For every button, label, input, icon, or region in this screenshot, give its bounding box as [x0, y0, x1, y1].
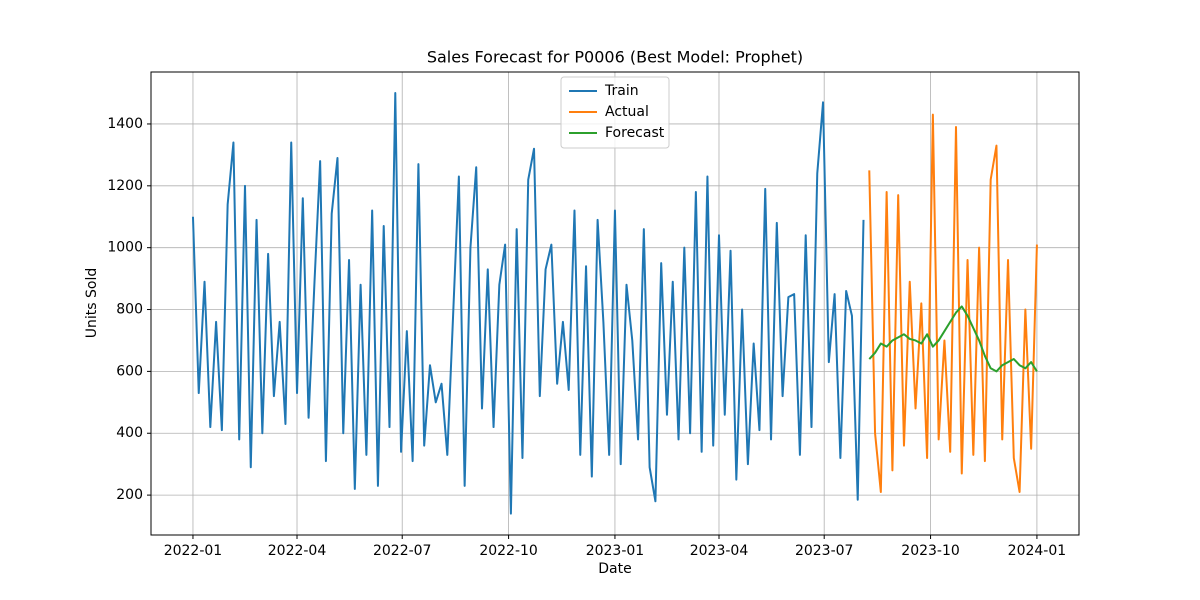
x-tick-label: 2024-01 [1008, 543, 1067, 559]
y-tick-label: 1000 [107, 240, 143, 256]
chart-title: Sales Forecast for P0006 (Best Model: Pr… [427, 48, 803, 67]
y-tick-label: 600 [116, 363, 143, 379]
x-tick-label: 2023-10 [901, 543, 960, 559]
legend-label: Train [604, 83, 639, 99]
line-series [191, 92, 865, 515]
y-tick-label: 400 [116, 425, 143, 441]
x-tick-label: 2022-01 [164, 543, 223, 559]
x-tick-label: 2022-07 [373, 543, 432, 559]
y-axis-label: Units Sold [84, 268, 100, 338]
y-tick-label: 1200 [107, 178, 143, 194]
y-tick-label: 800 [116, 302, 143, 318]
legend-label: Forecast [605, 125, 665, 141]
x-axis-label: Date [598, 561, 631, 577]
x-tick-label: 2023-07 [795, 543, 854, 559]
legend-label: Actual [605, 104, 649, 120]
x-tick-label: 2023-04 [690, 543, 749, 559]
line-series [868, 113, 1038, 494]
x-tick-label: 2022-04 [268, 543, 327, 559]
x-tick-label: 2023-01 [586, 543, 645, 559]
plot-frame [150, 71, 1080, 536]
legend: Train Actual Forecast [560, 76, 670, 149]
y-tick-label: 200 [116, 487, 143, 503]
legend-box [560, 76, 670, 149]
y-tick-label: 1400 [107, 116, 143, 132]
line-series [868, 305, 1038, 373]
x-tick-label: 2022-10 [479, 543, 538, 559]
